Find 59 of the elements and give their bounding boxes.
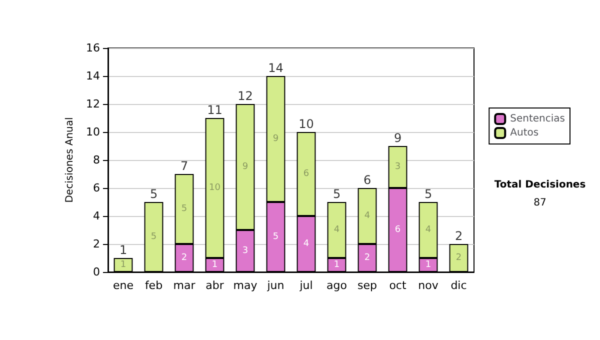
data-label: 2 bbox=[364, 253, 370, 263]
data-label: 9 bbox=[272, 134, 279, 144]
data-label: 2 bbox=[181, 253, 188, 263]
total-label: 5 bbox=[332, 187, 341, 201]
x-tick-label: ago bbox=[326, 279, 348, 292]
data-label: 9 bbox=[242, 162, 248, 172]
data-label: 1 bbox=[334, 260, 340, 270]
total-label: 7 bbox=[180, 159, 188, 173]
x-tick-label: ene bbox=[112, 279, 134, 292]
data-label: 5 bbox=[272, 232, 279, 242]
total-label: 12 bbox=[238, 89, 253, 103]
y-tick-label: 0 bbox=[93, 266, 100, 278]
data-label: 1 bbox=[120, 260, 126, 270]
y-tick-label: 14 bbox=[86, 70, 100, 82]
total-label: 1 bbox=[119, 243, 128, 257]
x-tick-label: sep bbox=[358, 279, 378, 292]
data-label: 3 bbox=[394, 162, 401, 172]
data-label: 2 bbox=[456, 253, 462, 263]
x-tick-label: dic bbox=[450, 279, 467, 292]
y-tick-label: 2 bbox=[93, 238, 100, 250]
text: Total Decisiones bbox=[494, 180, 586, 190]
y-axis-title: Decisiones Anual bbox=[64, 117, 76, 203]
data-label: 1 bbox=[425, 260, 432, 270]
data-label: 6 bbox=[303, 169, 310, 179]
data-label: 4 bbox=[364, 211, 370, 221]
data-label: 10 bbox=[209, 183, 221, 193]
x-tick-label: feb bbox=[144, 279, 163, 292]
x-tick-label: may bbox=[233, 279, 258, 292]
legend-label: Sentencias bbox=[510, 114, 566, 124]
data-label: 4 bbox=[334, 225, 340, 235]
y-tick-label: 4 bbox=[93, 210, 100, 222]
x-tick-label: jul bbox=[298, 279, 313, 292]
total-label: 5 bbox=[424, 187, 432, 201]
y-tick-label: 10 bbox=[86, 126, 100, 138]
total-label: 14 bbox=[268, 61, 284, 75]
x-tick-label: mar bbox=[173, 279, 196, 292]
text: 87 bbox=[534, 198, 546, 208]
y-tick-label: 8 bbox=[93, 154, 100, 166]
total-label: 2 bbox=[454, 229, 463, 243]
data-label: 1 bbox=[212, 260, 218, 270]
x-tick-label: nov bbox=[418, 279, 439, 292]
data-label: 4 bbox=[425, 225, 432, 235]
y-tick-label: 12 bbox=[86, 98, 100, 110]
total-label: 6 bbox=[363, 173, 372, 187]
data-label: 6 bbox=[394, 225, 401, 235]
x-tick-label: abr bbox=[206, 279, 224, 292]
y-tick-label: 6 bbox=[93, 182, 100, 194]
data-label: 4 bbox=[303, 239, 310, 249]
x-tick-label: jun bbox=[266, 279, 284, 292]
data-label: 5 bbox=[150, 232, 157, 242]
legend-label: Autos bbox=[510, 128, 539, 138]
x-tick-label: oct bbox=[389, 279, 407, 292]
total-label: 10 bbox=[298, 117, 314, 131]
total-label: 11 bbox=[207, 103, 222, 117]
data-label: 3 bbox=[242, 246, 248, 256]
data-label: 5 bbox=[181, 204, 188, 214]
y-tick-label: 16 bbox=[86, 42, 100, 54]
total-label: 9 bbox=[394, 131, 402, 145]
total-label: 5 bbox=[150, 187, 158, 201]
